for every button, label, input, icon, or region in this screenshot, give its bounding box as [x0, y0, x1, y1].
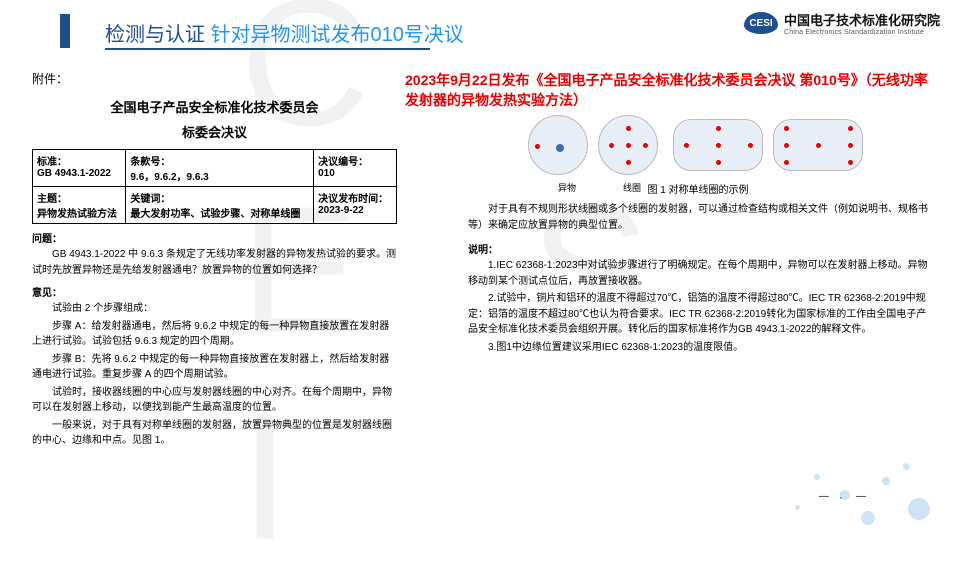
figure-label-coil: 线圈: [623, 181, 641, 194]
dot-icon: [784, 160, 789, 165]
dot-icon: [556, 144, 564, 152]
dot-icon: [643, 143, 648, 148]
explain-p1: 1.IEC 62368-1:2023中对试验步骤进行了明确规定。在每个周期中，异…: [468, 258, 928, 289]
corner-decoration: [760, 460, 960, 540]
explain-p3: 3.图1中边缘位置建议采用IEC 62368-1:2023的温度限值。: [468, 340, 928, 356]
dot-icon: [748, 143, 753, 148]
attachment-subtitle: 标委会决议: [32, 122, 397, 141]
dot-icon: [784, 143, 789, 148]
explain-p2: 2.试验中，铜片和铝环的温度不得超过70℃，铝箔的温度不得超过80℃。IEC T…: [468, 291, 928, 338]
dot-icon: [626, 126, 631, 131]
opinion-p1: 试验由 2 个步骤组成：: [32, 301, 397, 317]
dot-icon: [626, 160, 631, 165]
tbl-std-lab: 标准：GB 4943.1-2022: [33, 150, 126, 187]
coil-disc-2: [598, 115, 658, 175]
dot-icon: [848, 160, 853, 165]
dot-icon: [784, 126, 789, 131]
dot-icon: [716, 126, 721, 131]
explain-heading: 说明：: [468, 241, 928, 256]
dot-icon: [716, 160, 721, 165]
coil-rect-2: [773, 119, 863, 171]
logo-text-cn: 中国电子技术标准化研究院: [784, 10, 940, 29]
figure-caption: 图 1 对称单线圈的示例: [468, 181, 928, 196]
figure-1: 异物 线圈: [528, 115, 868, 177]
dot-icon: [684, 143, 689, 148]
coil-disc-1: [528, 115, 588, 175]
problem-text: GB 4943.1-2022 中 9.6.3 条规定了无线功率发射器的异物发热试…: [32, 247, 397, 278]
dot-icon: [535, 144, 540, 149]
right-column: 异物 线圈 图 1 对称单线圈的示例 对于具有不规则形状线圈或多个线圈的发射器，…: [468, 115, 928, 355]
tbl-kw-lab: 关键词：最大发射功率、试验步骤、对称单线圈: [126, 187, 314, 224]
title-main: 针对异物测试发布010号决议: [211, 24, 464, 46]
dot-icon: [848, 143, 853, 148]
coil-rect-1: [673, 119, 763, 171]
logo-text-en: China Electronics Standardization Instit…: [784, 29, 940, 36]
dot-icon: [716, 143, 721, 148]
header-accent-bar: [60, 14, 70, 48]
attachment-block: 附件： 全国电子产品安全标准化技术委员会 标委会决议 标准：GB 4943.1-…: [32, 70, 397, 449]
figure-label-foreign: 异物: [558, 181, 576, 194]
opinion-p4: 试验时，接收器线圈的中心应与发射器线圈的中心对齐。在每个周期中，异物可以在发射器…: [32, 385, 397, 416]
opinion-p3: 步骤 B：先将 9.6.2 中规定的每一种异物直接放置在发射器上，然后给发射器通…: [32, 352, 397, 383]
meta-table: 标准：GB 4943.1-2022 条款号：9.6，9.6.2，9.6.3 决议…: [32, 149, 397, 224]
announcement-text: 2023年9月22日发布《全国电子产品安全标准化技术委员会决议 第010号》（无…: [405, 70, 935, 111]
tbl-date-lab: 决议发布时间：2023-9-22: [314, 187, 397, 224]
org-logo: CESI 中国电子技术标准化研究院 China Electronics Stan…: [744, 10, 940, 36]
tbl-clause-lab: 条款号：9.6，9.6.2，9.6.3: [126, 150, 314, 187]
attachment-title: 全国电子产品安全标准化技术委员会: [32, 97, 397, 116]
title-underline: [105, 48, 430, 50]
dot-icon: [848, 126, 853, 131]
tbl-resno-lab: 决议编号：010: [314, 150, 397, 187]
opinion-p2: 步骤 A：给发射器通电，然后将 9.6.2 中规定的每一种异物直接放置在发射器上…: [32, 319, 397, 350]
dot-icon: [626, 143, 631, 148]
problem-heading: 问题：: [32, 230, 397, 245]
title-category: 检测与认证: [105, 24, 205, 46]
tbl-topic-lab: 主题：异物发热试验方法: [33, 187, 126, 224]
dot-icon: [609, 143, 614, 148]
figure-note: 对于具有不规则形状线圈或多个线圈的发射器，可以通过检查结构或相关文件（例如说明书…: [468, 202, 928, 233]
opinion-heading: 意见：: [32, 284, 397, 299]
dot-icon: [816, 143, 821, 148]
opinion-p5: 一般来说，对于具有对称单线圈的发射器，放置异物典型的位置是发射器线圈的中心、边缘…: [32, 418, 397, 449]
attachment-label: 附件：: [32, 70, 397, 87]
logo-badge-icon: CESI: [744, 12, 778, 34]
